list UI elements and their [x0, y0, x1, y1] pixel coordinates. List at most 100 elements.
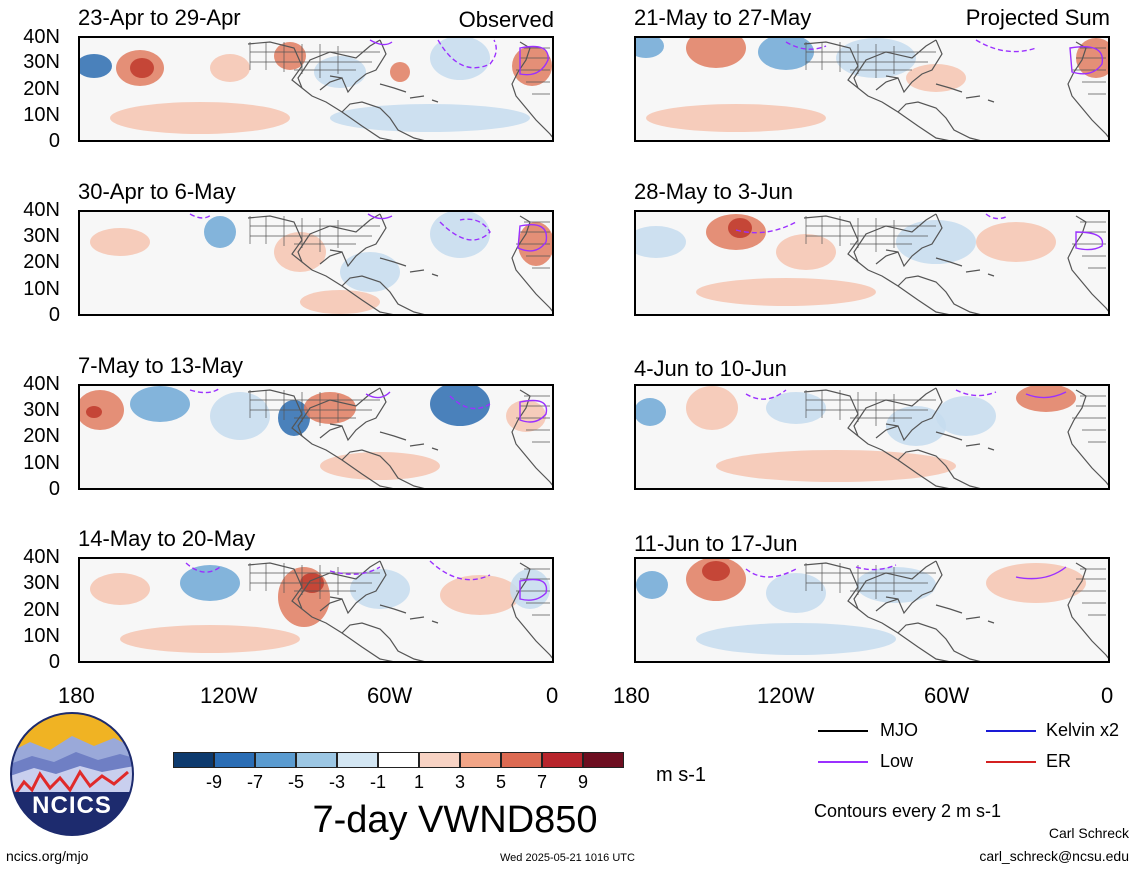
coastline [319, 560, 387, 615]
anomaly-shading [350, 569, 410, 609]
coastline [885, 596, 899, 600]
er-legend-line [986, 761, 1036, 763]
er-legend-label: ER [1046, 751, 1072, 771]
coastline [379, 604, 439, 624]
anomaly-shading [856, 567, 936, 603]
chart-title: 7-day VWND850 [312, 799, 598, 841]
y-label-10n: 10N [23, 278, 60, 300]
anomaly-shading [906, 64, 966, 92]
mjo-legend-label: MJO [880, 720, 918, 740]
anomaly-shading [330, 104, 530, 132]
anomaly-shading [506, 400, 546, 432]
political-boundaries [250, 399, 380, 419]
low-contour [517, 224, 548, 252]
y-label-20n: 20N [23, 251, 60, 273]
panel-title-right-3: 4-Jun to 10-Jun [634, 356, 787, 381]
political-boundaries [805, 563, 895, 599]
y-label-10n: 10N [23, 452, 60, 474]
coastline [341, 622, 425, 661]
coastline [897, 449, 981, 488]
coastline [853, 213, 937, 263]
map-canvas [636, 212, 1108, 314]
anomaly-shading [636, 226, 686, 258]
low-contour [785, 41, 827, 50]
colorbar-label: 3 [454, 772, 465, 792]
coastline [247, 41, 394, 140]
low-contour [745, 568, 797, 578]
anomaly-shading [80, 390, 124, 430]
anomaly-shading [936, 396, 996, 436]
colorbar-swatch [378, 752, 419, 768]
y-label-10n: 10N [23, 104, 60, 126]
anomaly-shading [304, 392, 356, 424]
y-label-eq: 0 [48, 478, 60, 500]
coastline [803, 41, 950, 140]
coastline [803, 562, 950, 661]
coastline [379, 431, 439, 451]
y-label-20n: 20N [23, 425, 60, 447]
political-boundaries [249, 563, 339, 599]
author-name: Carl Schreck [1048, 825, 1129, 841]
anomaly-shading [646, 104, 826, 132]
low-contour [189, 387, 221, 394]
kelvin-legend-line [986, 730, 1036, 732]
anomaly-shading [340, 252, 400, 292]
colorbar-swatch [296, 752, 337, 768]
political-boundaries [249, 42, 339, 78]
anomaly-shading [776, 234, 836, 270]
y-label-eq: 0 [48, 130, 60, 152]
low-contour [1075, 231, 1104, 251]
coastline [379, 257, 439, 277]
coastline [329, 249, 343, 253]
political-boundaries [1072, 221, 1106, 269]
political-boundaries [516, 47, 550, 95]
mjo-legend-line [818, 730, 868, 732]
low-contour [439, 218, 491, 241]
coastline [853, 39, 937, 89]
map-canvas [80, 559, 552, 661]
colorbar-swatch [255, 752, 296, 768]
map-panel-right-4 [634, 557, 1110, 663]
x-label-0: 0 [1101, 683, 1114, 708]
low-contour [329, 566, 381, 575]
low-contour [735, 221, 797, 234]
low-contour [955, 389, 997, 397]
coastline [1067, 562, 1108, 659]
colorbar-label: -7 [246, 772, 263, 792]
timestamp: Wed 2025-05-21 1016 UTC [500, 852, 635, 864]
low-contour [519, 578, 548, 601]
political-boundaries [806, 399, 936, 419]
coastline [897, 622, 981, 661]
colorbar-swatch [501, 752, 542, 768]
colorbar-swatch [337, 752, 378, 768]
colorbar-units: m s-1 [656, 764, 706, 786]
panel-title-left-1: 23-Apr to 29-Apr [78, 5, 241, 30]
coastline [297, 39, 381, 89]
coastline [875, 560, 943, 615]
coastline [297, 387, 381, 437]
low-contour [369, 39, 393, 46]
colorbar-label: 9 [577, 772, 588, 792]
y-label-10n: 10N [23, 625, 60, 647]
political-boundaries [1072, 395, 1106, 443]
colorbar-label: 5 [495, 772, 506, 792]
anomaly-shading [314, 56, 366, 88]
low-contour [367, 213, 393, 220]
x-label-60w: 60W [924, 683, 970, 708]
coastline [319, 213, 387, 268]
coastline [885, 75, 899, 79]
political-boundaries [516, 221, 550, 269]
coastline [379, 83, 439, 103]
low-contour [365, 391, 391, 399]
coastline [319, 387, 387, 442]
map-canvas [80, 38, 552, 140]
source-url: ncics.org/mjo [6, 848, 89, 864]
coastline [1067, 41, 1108, 138]
anomaly-shading [686, 38, 746, 68]
colorbar-label: -1 [369, 772, 386, 792]
ncics-logo-icon [10, 712, 134, 836]
political-boundaries [516, 395, 550, 443]
political-boundaries [806, 572, 936, 592]
anomaly-shading [976, 222, 1056, 262]
coastline [1067, 215, 1108, 312]
